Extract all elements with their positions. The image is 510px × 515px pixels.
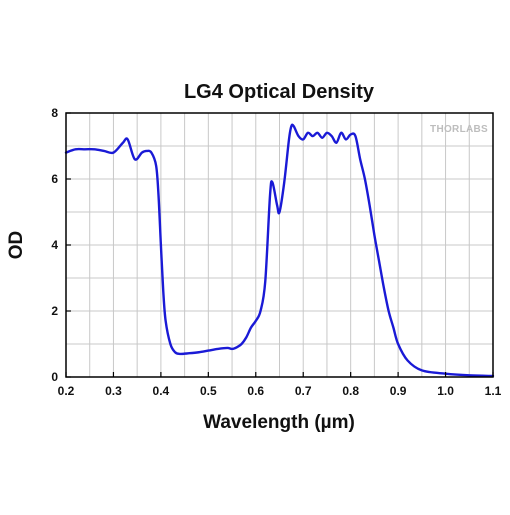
- series-layer: [64, 123, 495, 378]
- thorlabs-watermark: THORLABS: [430, 124, 488, 135]
- x-tick-label: 0.8: [342, 384, 359, 398]
- y-tick-label: 4: [51, 238, 58, 252]
- y-tick-label: 6: [51, 172, 58, 186]
- chart-title: LG4 Optical Density: [184, 81, 375, 103]
- od-series-line: [64, 123, 495, 378]
- x-axis-label: Wavelength (µm): [203, 412, 355, 433]
- grid-lines: [66, 113, 493, 377]
- x-tick-label: 0.5: [200, 384, 217, 398]
- y-tick-label: 8: [51, 106, 58, 120]
- axis-ticks: 0.2 0.3 0.4 0.5 0.6 0.7 0.8 0.9 1.0 1.1 0 2 4 6 8: [51, 106, 501, 398]
- x-tick-label: 0.3: [105, 384, 122, 398]
- x-tick-label: 0.6: [247, 384, 264, 398]
- x-tick-label: 0.4: [153, 384, 170, 398]
- x-tick-label: 0.9: [390, 384, 407, 398]
- x-tick-label: 1.1: [485, 384, 502, 398]
- x-tick-label: 0.7: [295, 384, 312, 398]
- x-tick-label: 1.0: [437, 384, 454, 398]
- y-axis-label: OD: [6, 231, 27, 260]
- y-tick-label: 0: [51, 370, 58, 384]
- x-tick-label: 0.2: [58, 384, 75, 398]
- y-tick-label: 2: [51, 304, 58, 318]
